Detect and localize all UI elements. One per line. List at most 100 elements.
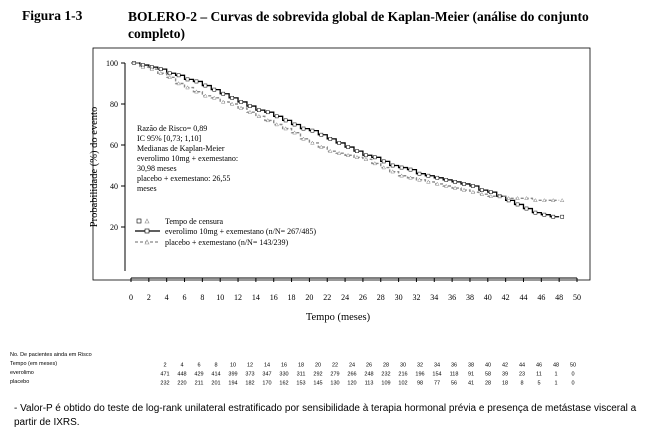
censor-marker xyxy=(408,175,413,180)
censor-marker xyxy=(559,198,565,202)
censor-marker xyxy=(176,73,181,78)
risk-value-cell: 216 xyxy=(398,372,407,378)
censor-marker xyxy=(167,75,172,79)
x-tick-label: 12 xyxy=(234,293,242,302)
risk-value-cell: 279 xyxy=(330,372,339,378)
x-tick-label: 24 xyxy=(341,293,349,302)
censor-marker xyxy=(551,198,556,202)
censor-marker xyxy=(131,60,137,65)
risk-value-cell: 201 xyxy=(211,381,220,387)
risk-value-cell: 232 xyxy=(381,372,390,378)
y-axis-ticks: 20 40 60 80 100 xyxy=(106,59,125,232)
censor-marker xyxy=(149,66,155,71)
censor-marker xyxy=(390,163,395,168)
risk-time-cell: 14 xyxy=(264,363,270,369)
censor-marker xyxy=(292,122,297,127)
risk-time-cell: 12 xyxy=(247,363,253,369)
annotation-line: everolimo 10mg + exemestano: xyxy=(137,154,238,163)
x-tick-label: 18 xyxy=(288,293,296,302)
x-tick-label: 40 xyxy=(484,293,492,302)
censor-marker xyxy=(185,77,190,82)
censor-marker xyxy=(533,198,538,202)
censor-marker xyxy=(417,171,422,176)
censor-marker xyxy=(194,79,199,84)
series-group xyxy=(131,60,565,219)
censor-marker xyxy=(256,113,262,118)
censor-marker xyxy=(229,101,235,106)
censor-marker xyxy=(488,190,493,195)
censor-marker xyxy=(444,178,449,182)
x-tick-label: 10 xyxy=(216,293,224,302)
risk-value-cell: 11 xyxy=(536,372,542,378)
annotation-line: IC 95% [0,73; 1,10] xyxy=(137,134,202,143)
risk-value-cell: 113 xyxy=(365,381,374,387)
censor-marker xyxy=(364,153,368,158)
risk-value-cell: 39 xyxy=(502,372,508,378)
censor-marker xyxy=(265,110,270,115)
censor-marker xyxy=(212,87,217,92)
censor-marker xyxy=(515,195,520,200)
censor-marker xyxy=(471,184,475,188)
risk-value-cell: 182 xyxy=(245,381,254,387)
risk-value-cell: 220 xyxy=(177,381,186,387)
risk-time-cell: 30 xyxy=(400,363,406,369)
risk-time-cell: 20 xyxy=(315,363,321,369)
risk-value-cell: 347 xyxy=(262,372,271,378)
y-tick-label: 40 xyxy=(110,182,118,191)
censor-marker xyxy=(336,150,342,155)
censor-marker xyxy=(220,99,226,104)
risk-time-cell: 42 xyxy=(502,363,508,369)
x-tick-label: 32 xyxy=(412,293,420,302)
censor-marker xyxy=(381,159,386,164)
x-tick-label: 44 xyxy=(519,293,527,302)
censor-marker xyxy=(470,189,476,194)
risk-value-cell: 162 xyxy=(279,381,288,387)
censor-marker xyxy=(158,67,163,72)
risk-value-cell: 58 xyxy=(485,372,491,378)
censor-marker xyxy=(212,95,217,100)
censor-marker xyxy=(461,187,467,192)
censor-marker xyxy=(435,175,440,180)
risk-table-title: No. De pacientes ainda em Risco xyxy=(10,352,92,358)
censor-marker xyxy=(203,83,208,88)
censor-marker xyxy=(399,165,404,170)
censor-marker xyxy=(452,185,458,190)
censor-marker xyxy=(363,157,369,161)
risk-value-cell: 5 xyxy=(537,381,540,387)
risk-value-cell: 145 xyxy=(313,381,322,387)
risk-time-cell: 36 xyxy=(451,363,457,369)
censor-marker xyxy=(257,108,261,113)
censor-marker xyxy=(524,195,529,200)
risk-table-row-label-placebo: placebo xyxy=(10,379,30,385)
risk-table-time-label: Tempo (em meses) xyxy=(10,361,58,367)
risk-value-cell: 1 xyxy=(554,372,557,378)
risk-value-cell: 28 xyxy=(485,381,491,387)
censor-marker xyxy=(426,179,431,184)
risk-value-cell: 0 xyxy=(571,372,574,378)
legend-placebo-marker xyxy=(144,239,150,245)
censor-marker xyxy=(283,126,288,131)
censor-marker xyxy=(479,191,485,196)
risk-time-cell: 4 xyxy=(180,363,183,369)
risk-value-cell: 292 xyxy=(313,372,322,378)
legend-placebo-label: placebo + exemestano (n/N= 143/239) xyxy=(165,238,289,247)
censor-marker xyxy=(408,167,413,172)
risk-time-cell: 16 xyxy=(281,363,287,369)
censor-marker xyxy=(372,161,378,166)
censor-marker xyxy=(453,180,457,184)
x-tick-label: 38 xyxy=(466,293,474,302)
x-tick-label: 50 xyxy=(573,293,581,302)
risk-time-cell: 8 xyxy=(214,363,217,369)
censor-marker xyxy=(185,85,190,90)
censor-marker xyxy=(435,181,440,186)
risk-value-cell: 248 xyxy=(364,372,373,378)
censor-marker xyxy=(176,81,181,86)
risk-table-values: 2 4 6 8 10 12 14 16 18 20 22 24 26 28 30 32 34 36 38 40 42 44… xyxy=(160,363,576,387)
censor-marker xyxy=(310,140,315,145)
risk-time-cell: 10 xyxy=(230,363,236,369)
y-tick-label: 80 xyxy=(110,100,118,109)
censor-marker xyxy=(462,182,466,186)
censor-marker xyxy=(301,126,306,131)
censor-marker xyxy=(506,195,511,200)
